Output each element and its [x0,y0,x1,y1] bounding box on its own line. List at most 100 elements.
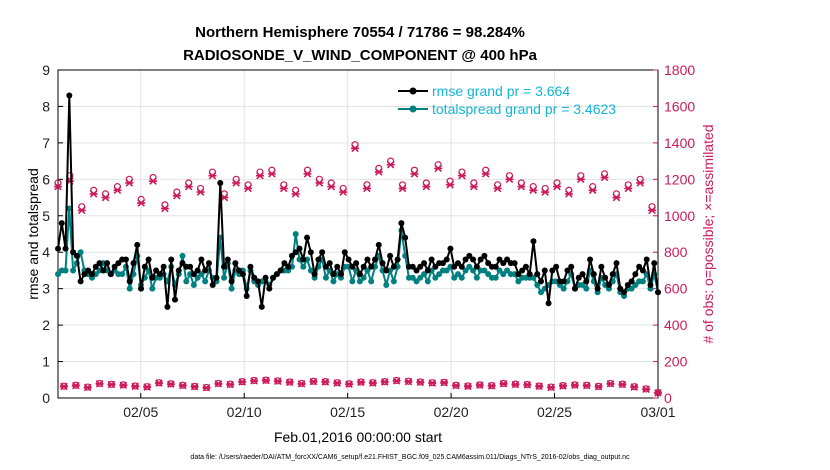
rmse-point [266,285,273,292]
obs-assimilated-marker [137,199,146,207]
rmse-point [205,260,212,267]
rmse-point [421,260,428,267]
rmse-point [285,263,292,270]
rmse-point [485,260,492,267]
totalspread-point [70,267,77,274]
rmse-point [292,249,299,256]
rmse-point [368,263,375,270]
rmse-point [613,260,620,267]
rmse-point [107,271,114,278]
totalspread-point [390,278,397,285]
rmse-point [590,271,597,278]
rmse-point [515,271,522,278]
totalspread-point [473,274,480,281]
legend-rmse-marker [409,87,417,95]
obs-assimilated-marker [374,168,383,176]
obs-assimilated-marker [648,206,657,215]
y-tick-label: 6 [42,171,50,187]
totalspread-point [504,267,511,274]
y-right-tick-label: 1000 [664,208,695,224]
totalspread-point [202,278,209,285]
totalspread-point [436,271,443,278]
rmse-point [356,271,363,278]
totalspread-point [409,274,416,281]
axis-ticks: 02/05 02/10 02/15 02/20 02/25 03/010123456789… [42,62,695,420]
totalspread-point [492,274,499,281]
y-tick-label: 4 [42,244,50,260]
rmse-point [651,260,658,267]
obs-assimilated-marker [469,182,478,191]
rmse-point [232,260,239,267]
rmse-point [353,260,360,267]
obs-assimilated-marker [255,171,264,180]
obs-assimilated-marker [576,175,585,184]
rmse-point [296,245,303,252]
rmse-point [288,252,295,259]
rmse-point [345,256,352,263]
totalspread-point [149,285,156,292]
obs-assimilated-marker [315,179,324,187]
rmse-point [81,271,88,278]
obs-assimilated-marker [143,383,152,391]
totalspread-point [458,274,465,281]
obs-assimilated-marker [606,380,615,388]
rmse-point [568,263,575,270]
rmse-point [239,271,246,278]
obs-assimilated-marker [535,382,544,391]
obs-assimilated-marker [452,381,461,390]
rmse-point [379,260,386,267]
rmse-point [255,278,261,285]
obs-assimilated-marker [244,184,253,193]
totalspread-point [307,267,314,274]
rmse-point [213,274,220,281]
obs-assimilated-marker [386,160,395,169]
x-axis-label: Feb.01,2016 00:00:00 start [274,429,442,445]
obs-assimilated-marker [119,381,128,390]
obs-assimilated-marker [261,376,270,385]
obs-assimilated-marker [654,389,662,397]
rmse-point [360,263,367,270]
rmse-point [171,296,178,303]
obs-assimilated-marker [612,193,621,202]
rmse-point [394,256,401,263]
obs-assimilated-marker [309,377,318,386]
series-lines [55,92,661,310]
obs-assimilated-marker [541,188,550,196]
rmse-point [583,278,590,285]
obs-assimilated-marker [600,173,609,182]
obs-assimilated-marker [285,378,294,387]
totalspread-point [198,271,205,278]
obs-assimilated-marker [463,382,472,391]
totalspread-point [126,285,133,292]
obs-assimilated-marker [166,380,175,388]
plot-area-frame [57,69,659,399]
rmse-point [602,274,609,281]
totalspread-point [455,271,461,278]
totalspread-point [515,278,522,285]
totalspread-point [413,278,420,285]
obs-assimilated-marker [345,380,354,388]
obs-assimilated-marker [582,381,591,390]
rmse-point [111,263,118,270]
totalspread-point [424,278,431,285]
rmse-point [492,263,499,270]
obs-assimilated-marker [273,377,282,386]
obs-assimilated-marker [178,381,187,390]
rmse-point [519,267,526,274]
y-right-tick-label: 600 [664,281,688,297]
obs-assimilated-marker [184,182,193,191]
totalspread-point [496,267,503,274]
legend-spread-marker [409,105,417,113]
obs-assimilated-marker [333,379,342,387]
rmse-point [432,263,439,270]
obs-assimilated-marker [446,181,455,189]
obs-count-markers [54,141,662,397]
obs-assimilated-marker [356,378,365,387]
totalspread-point [639,278,646,285]
rmse-point [115,260,122,267]
rmse-point [364,256,371,263]
rmse-point [439,260,446,267]
obs-assimilated-marker [95,380,104,388]
y-tick-label: 5 [42,208,50,224]
rmse-point [236,267,243,274]
